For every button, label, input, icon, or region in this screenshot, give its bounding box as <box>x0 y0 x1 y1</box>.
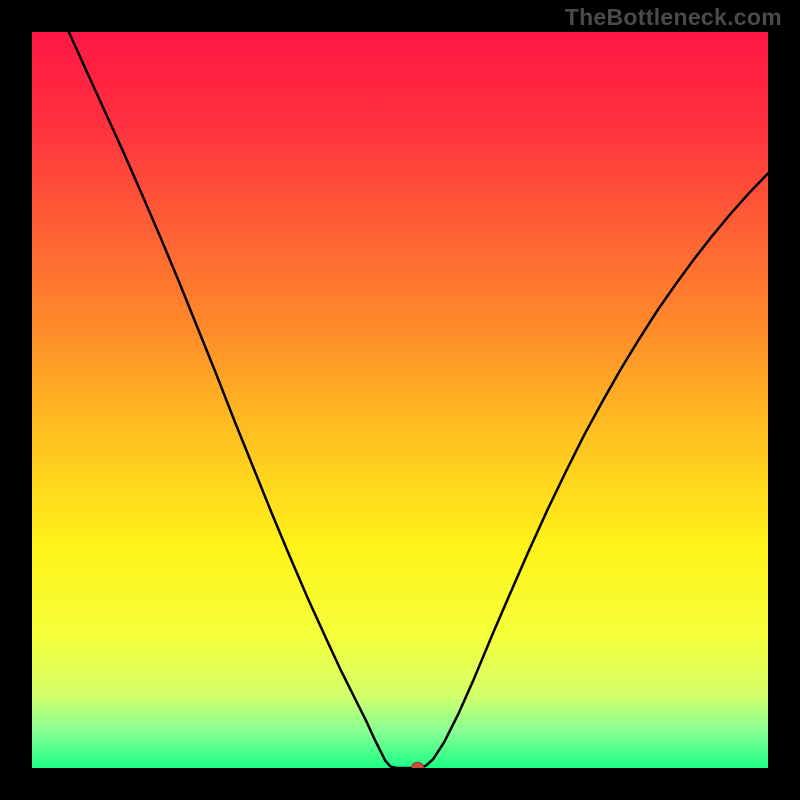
chart-background <box>32 32 768 768</box>
bottleneck-chart <box>32 32 768 768</box>
chart-svg <box>32 32 768 768</box>
watermark-text: TheBottleneck.com <box>565 4 782 31</box>
